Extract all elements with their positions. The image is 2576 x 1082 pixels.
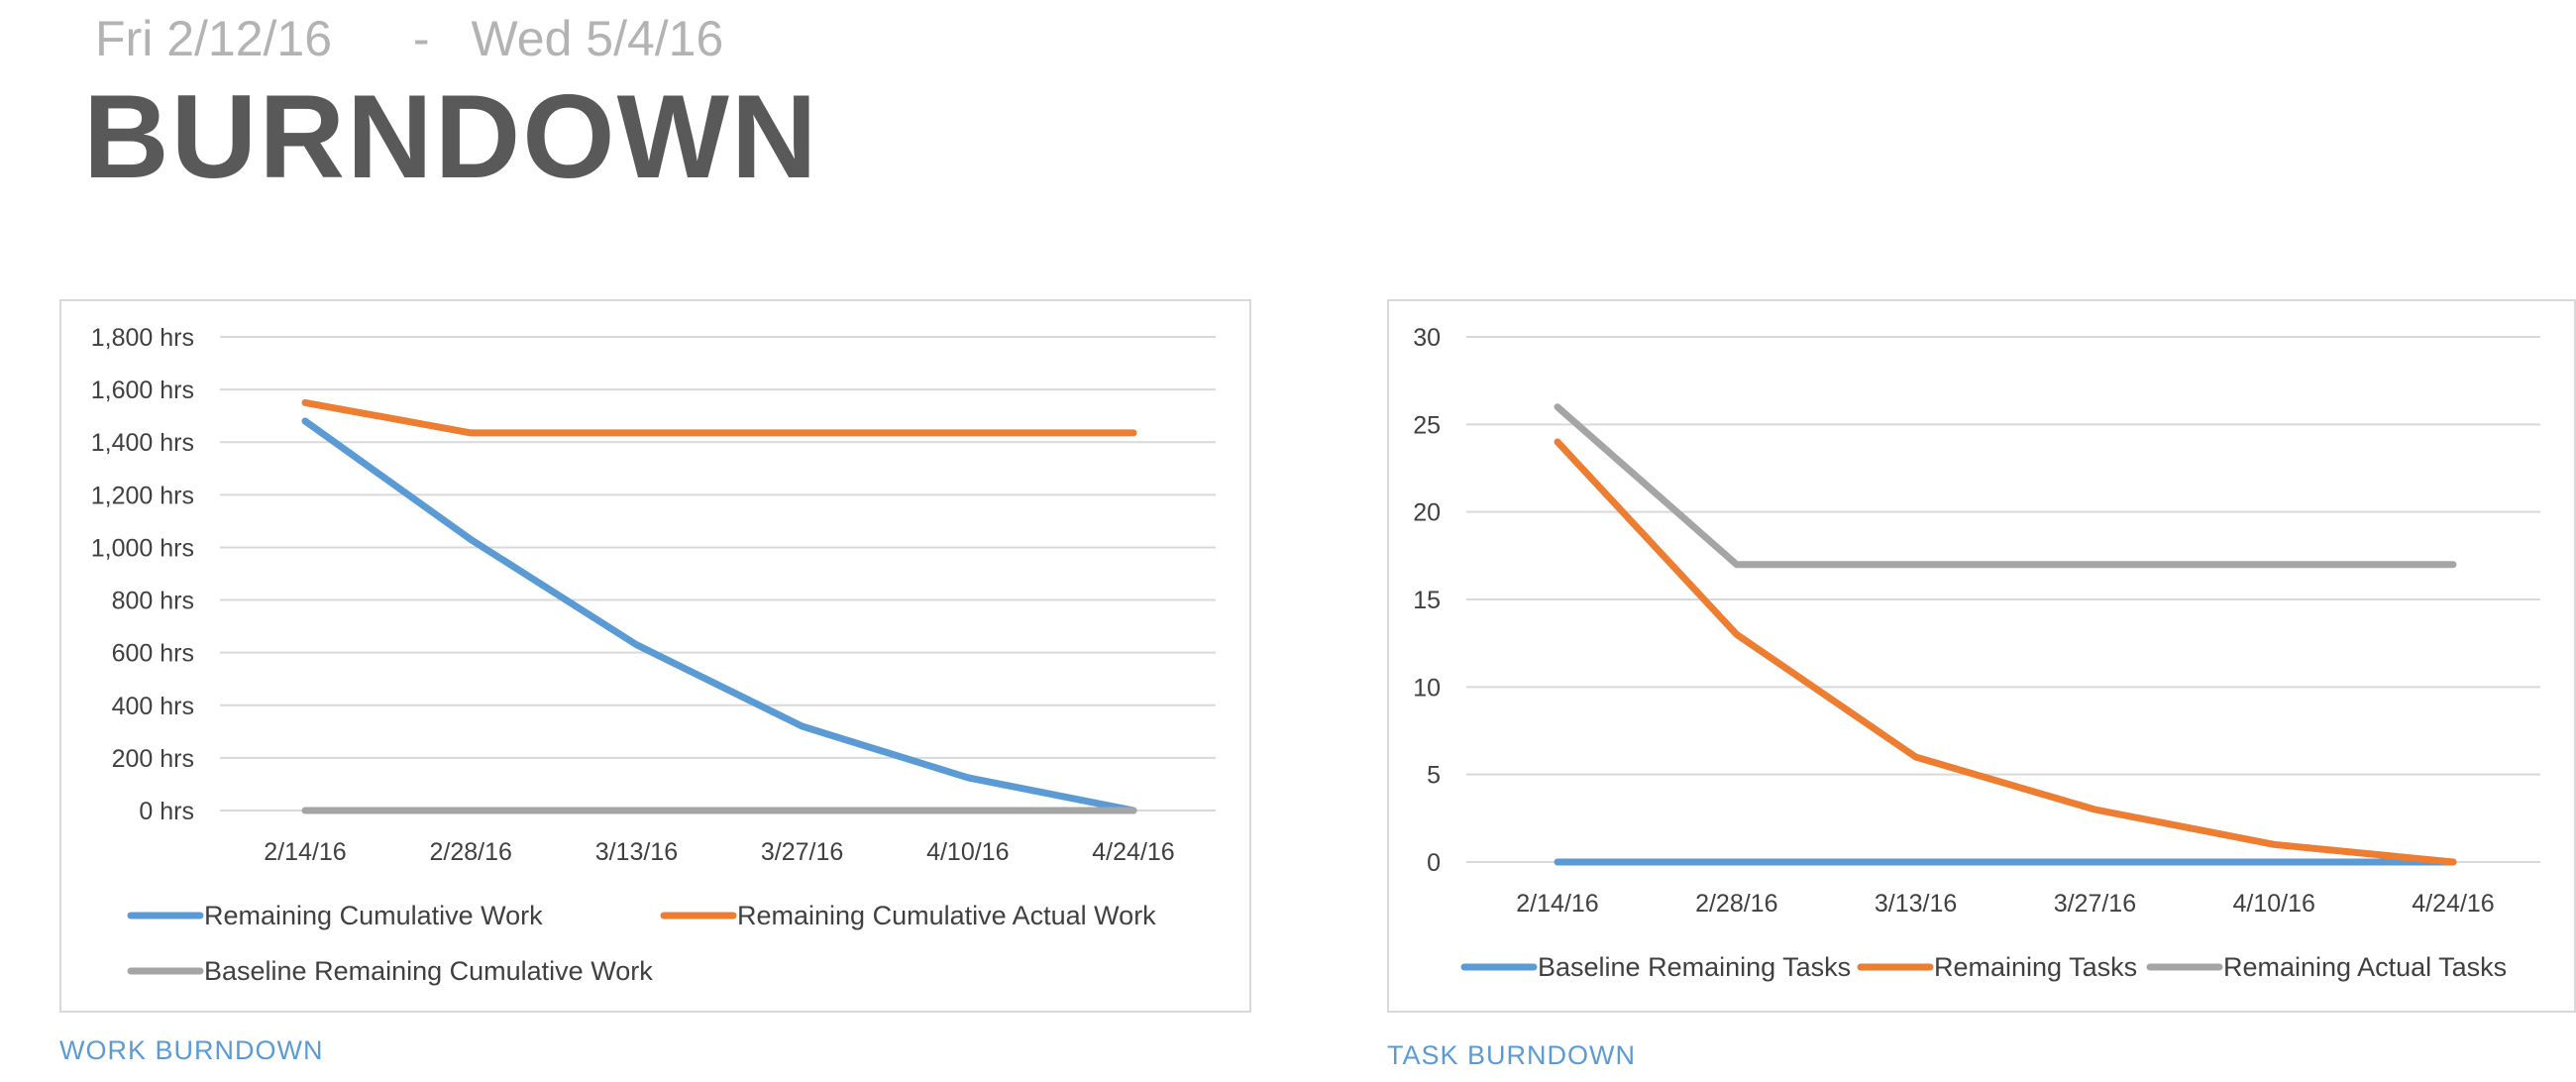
x-tick-label: 4/24/16 <box>2412 890 2494 918</box>
x-tick-label: 2/28/16 <box>1695 890 1777 918</box>
task-burndown-chart: 0 5 10 15 20 25 30 2/14/16 2/28/16 3/13/16 3/27/16… <box>1387 299 2576 1013</box>
x-tick-label: 4/10/16 <box>2232 890 2314 918</box>
end-date: Wed 5/4/16 <box>471 11 724 66</box>
y-tick-label: 10 <box>1413 674 1441 702</box>
report-title: BURNDOWN <box>83 70 819 203</box>
x-tick-label: 2/28/16 <box>429 838 511 866</box>
task-burndown-svg: 0 5 10 15 20 25 30 2/14/16 2/28/16 3/13/16 3/27/16… <box>1413 324 2540 982</box>
x-tick-label: 4/24/16 <box>1092 838 1174 866</box>
legend: Baseline Remaining Tasks Remaining Tasks R… <box>1460 952 2507 982</box>
start-date: Fri 2/12/16 <box>95 11 333 66</box>
series-line-remaining-cumulative-work <box>301 417 1137 814</box>
y-tick-label: 25 <box>1413 411 1441 439</box>
gridlines <box>220 336 1216 812</box>
y-tick-label: 30 <box>1413 324 1441 352</box>
series-line-remaining-tasks <box>1554 438 2457 866</box>
x-tick-label: 3/13/16 <box>595 838 678 866</box>
work-burndown-caption: WORK BURNDOWN <box>59 1035 324 1065</box>
x-tick-label: 2/14/16 <box>1516 890 1598 918</box>
work-burndown-svg: 0 hrs 200 hrs 400 hrs 600 hrs 800 hrs 1,000 h… <box>91 324 1216 986</box>
date-separator: - <box>412 11 430 66</box>
x-tick-label: 2/14/16 <box>264 838 346 866</box>
y-tick-label: 1,600 hrs <box>91 377 194 404</box>
legend-label: Remaining Cumulative Work <box>204 901 543 930</box>
series-line-remaining-actual-tasks <box>1554 403 2457 569</box>
y-tick-label: 0 hrs <box>139 798 194 825</box>
y-tick-label: 1,000 hrs <box>91 534 194 562</box>
x-tick-label: 3/27/16 <box>2054 890 2136 918</box>
y-tick-label: 1,800 hrs <box>91 324 194 352</box>
legend-label: Remaining Cumulative Actual Work <box>737 901 1156 930</box>
date-range: Fri 2/12/16 - Wed 5/4/16 <box>95 10 723 67</box>
legend-label: Baseline Remaining Cumulative Work <box>204 956 653 986</box>
legend: Remaining Cumulative Work Remaining Cumul… <box>127 901 1156 986</box>
series-line-remaining-cumulative-actual-work <box>301 398 1137 437</box>
y-tick-label: 200 hrs <box>112 745 194 773</box>
y-tick-label: 800 hrs <box>112 588 194 615</box>
y-tick-label: 600 hrs <box>112 640 194 668</box>
y-tick-label: 15 <box>1413 587 1441 614</box>
x-tick-label: 3/13/16 <box>1875 890 1957 918</box>
legend-label: Remaining Tasks <box>1934 952 2137 982</box>
y-tick-label: 400 hrs <box>112 693 194 720</box>
work-burndown-chart: 0 hrs 200 hrs 400 hrs 600 hrs 800 hrs 1,000 h… <box>59 299 1251 1013</box>
y-tick-label: 1,200 hrs <box>91 482 194 509</box>
task-burndown-caption: TASK BURNDOWN <box>1387 1040 1637 1070</box>
x-tick-label: 3/27/16 <box>761 838 843 866</box>
x-tick-label: 4/10/16 <box>926 838 1009 866</box>
y-tick-label: 0 <box>1427 849 1441 877</box>
legend-label: Baseline Remaining Tasks <box>1538 952 1851 982</box>
y-tick-label: 20 <box>1413 499 1441 527</box>
y-tick-label: 5 <box>1427 762 1441 790</box>
legend-label: Remaining Actual Tasks <box>2223 952 2507 982</box>
y-tick-label: 1,400 hrs <box>91 429 194 457</box>
